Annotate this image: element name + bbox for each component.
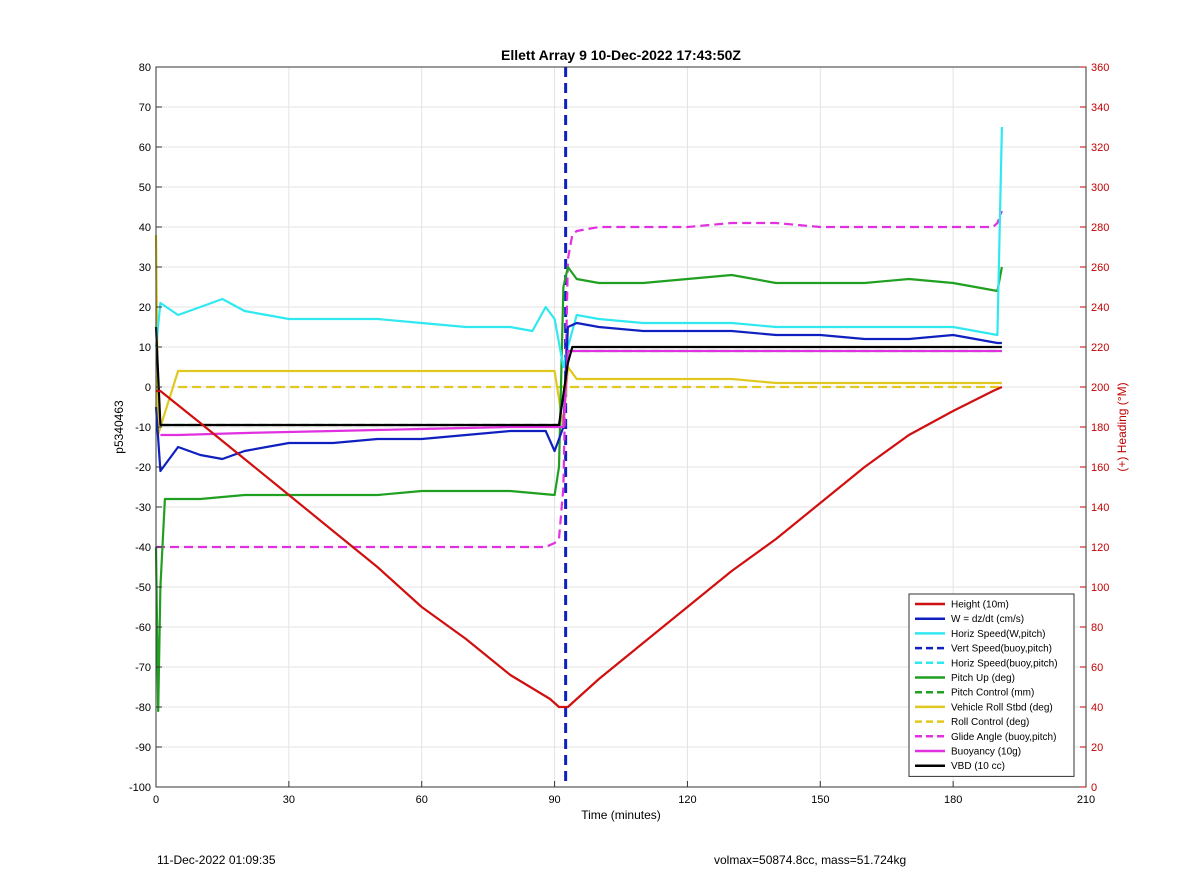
- series-line: [156, 385, 1003, 709]
- legend-entry: W = dz/dt (cm/s): [951, 614, 1024, 625]
- y2-tick-label: 80: [1091, 622, 1103, 634]
- y2-tick-label: 220: [1091, 342, 1109, 354]
- y2-tick-label: 340: [1091, 102, 1109, 114]
- y-tick-label: 60: [139, 142, 151, 154]
- legend: Height (10m) W = dz/dt (cm/s) Horiz Speed(…: [908, 593, 1075, 777]
- footer-timestamp: 11-Dec-2022 01:09:35: [157, 853, 276, 867]
- legend-entry: VBD (10 cc): [951, 761, 1005, 772]
- x-tick-label: 180: [944, 794, 962, 806]
- legend-entry: Roll Control (deg): [951, 717, 1029, 728]
- y2-tick-label: 120: [1091, 542, 1109, 554]
- y2-tick-label: 360: [1091, 62, 1109, 74]
- y2-tick-label: 140: [1091, 502, 1109, 514]
- legend-entry: Horiz Speed(W,pitch): [951, 629, 1045, 640]
- y2-tick-label: 280: [1091, 222, 1109, 234]
- y2-tick-label: 260: [1091, 262, 1109, 274]
- series-line: [154, 326, 1002, 427]
- series-layer: [154, 126, 1003, 713]
- x-axis-label: Time (minutes): [581, 808, 661, 822]
- y-tick-label: -80: [135, 702, 151, 714]
- y-tick-label: 50: [139, 182, 151, 194]
- y-tick-label: 40: [139, 222, 151, 234]
- y-tick-label: 0: [145, 382, 151, 394]
- y2-tick-label: 300: [1091, 182, 1109, 194]
- y2-tick-label: 60: [1091, 662, 1103, 674]
- y2-tick-label: 160: [1091, 462, 1109, 474]
- y-tick-label: 20: [139, 302, 151, 314]
- series-line: [160, 349, 1002, 437]
- y-tick-label: -40: [135, 542, 151, 554]
- legend-entry: Glide Angle (buoy,pitch): [951, 732, 1056, 743]
- x-tick-label: 150: [811, 794, 829, 806]
- legend-entry: Buoyancy (10g): [951, 747, 1021, 758]
- y-tick-label: -50: [135, 582, 151, 594]
- y2-tick-label: 240: [1091, 302, 1109, 314]
- y2-tick-label: 0: [1091, 782, 1097, 794]
- footer-stats: volmax=50874.8cc, mass=51.724kg: [714, 853, 907, 867]
- y-tick-label: -60: [135, 622, 151, 634]
- y2-tick-label: 100: [1091, 582, 1109, 594]
- x-tick-label: 210: [1077, 794, 1095, 806]
- y-axis-label: p5340463: [112, 400, 126, 454]
- y2-tick-label: 20: [1091, 742, 1103, 754]
- legend-entry: Horiz Speed(buoy,pitch): [951, 658, 1058, 669]
- legend-entry: Pitch Up (deg): [951, 673, 1015, 684]
- y-tick-label: -20: [135, 462, 151, 474]
- series-line: [156, 210, 1003, 549]
- x-tick-label: 0: [153, 794, 159, 806]
- y-tick-label: 80: [139, 62, 151, 74]
- legend-entry: Height (10m): [951, 600, 1009, 611]
- y2-axis-label: (+) Heading (°M): [1115, 382, 1129, 471]
- y-tick-label: -100: [129, 782, 151, 794]
- y2-tick-label: 320: [1091, 142, 1109, 154]
- legend-entry: Pitch Control (mm): [951, 688, 1034, 699]
- x-tick-label: 90: [548, 794, 560, 806]
- y-tick-label: -70: [135, 662, 151, 674]
- y2-tick-label: 40: [1091, 702, 1103, 714]
- x-axis: 0 30 60 90 120 150 180 210: [153, 781, 1095, 806]
- y-tick-label: 30: [139, 262, 151, 274]
- y-tick-label: -10: [135, 422, 151, 434]
- x-tick-label: 120: [678, 794, 696, 806]
- legend-entry: Vert Speed(buoy,pitch): [951, 644, 1052, 655]
- y-tick-label: 70: [139, 102, 151, 114]
- chart-title: Ellett Array 9 10-Dec-2022 17:43:50Z: [501, 47, 741, 63]
- y-tick-label: -30: [135, 502, 151, 514]
- y-axis-right: 3603403203002802602402202001801601401201…: [1080, 62, 1109, 794]
- legend-box: [908, 593, 1075, 777]
- y-tick-label: 10: [139, 342, 151, 354]
- series-line: [154, 265, 1003, 713]
- x-tick-label: 60: [416, 794, 428, 806]
- legend-entry: Vehicle Roll Stbd (deg): [951, 702, 1053, 713]
- series-line: [154, 126, 1003, 369]
- y-tick-label: -90: [135, 742, 151, 754]
- y-axis-left: 80 70 60 50 40 30 20 10 0 -10 -20 -30 -40 -50 -60 -70 -8…: [129, 62, 162, 794]
- y2-tick-label: 200: [1091, 382, 1109, 394]
- x-tick-label: 30: [283, 794, 295, 806]
- y2-tick-label: 180: [1091, 422, 1109, 434]
